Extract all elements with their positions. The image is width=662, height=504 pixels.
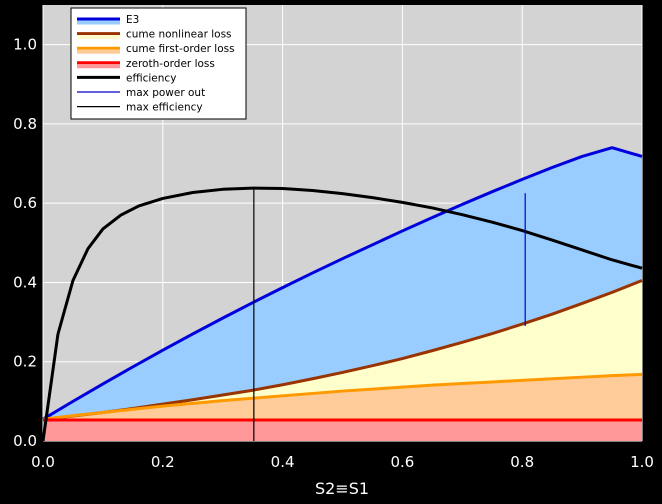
series-line-cume-first-order-loss: [42, 372, 643, 421]
legend-fill-swatch-zeroth-order-loss: [77, 64, 120, 69]
x-tick-label-3: 0.6: [390, 453, 414, 471]
y-tick-label-3: 0.6: [13, 194, 37, 212]
area-fills: [43, 147, 642, 441]
series-lines: [41, 146, 643, 442]
legend-label-zeroth-order-loss: zeroth-order loss: [126, 58, 215, 70]
y-tick-label-0: 0.0: [13, 432, 37, 450]
x-tick-label-0: 0.0: [31, 453, 55, 471]
legend-label-cume-first-order-loss: cume first-order loss: [126, 43, 235, 55]
legend-label-max-efficiency: max efficiency: [126, 102, 203, 114]
legend-label-max-power-out: max power out: [126, 87, 205, 99]
x-tick-label-4: 0.8: [510, 453, 534, 471]
y-tick-label-1: 0.2: [13, 353, 37, 371]
legend-label-cume-nonlinear-loss: cume nonlinear loss: [126, 29, 232, 41]
fill-zeroth-order-loss: [43, 419, 642, 441]
x-tick-label-2: 0.4: [271, 453, 295, 471]
tick-labels: 0.0 0.2 0.4 0.6 0.8 1.0 0.0 0.2 0.4 0.6 0.8 1.0: [13, 36, 654, 471]
legend-fill-swatch-cume-first-order-loss: [77, 49, 120, 54]
x-axis-label: S2≡S1: [315, 479, 369, 498]
x-tick-label-1: 0.2: [151, 453, 175, 471]
series-line-efficiency: [41, 186, 643, 442]
y-tick-label-2: 0.4: [13, 273, 37, 291]
fill-e3: [43, 147, 642, 420]
fill-cume-nonlinear-loss: [43, 280, 642, 420]
series-line-e3: [42, 146, 643, 421]
fill-cume-first-order-loss: [43, 374, 642, 420]
legend: E3 cume nonlinear loss cume first-order lo…: [70, 7, 247, 120]
legend-label-e3: E3: [126, 14, 139, 26]
x-tick-label-5: 1.0: [630, 453, 654, 471]
legend-label-efficiency: efficiency: [126, 72, 176, 84]
y-tick-label-4: 0.8: [13, 115, 37, 133]
legend-fill-swatch-e3: [77, 20, 120, 25]
y-tick-label-5: 1.0: [13, 36, 37, 54]
legend-fill-swatch-cume-nonlinear-loss: [77, 35, 120, 40]
